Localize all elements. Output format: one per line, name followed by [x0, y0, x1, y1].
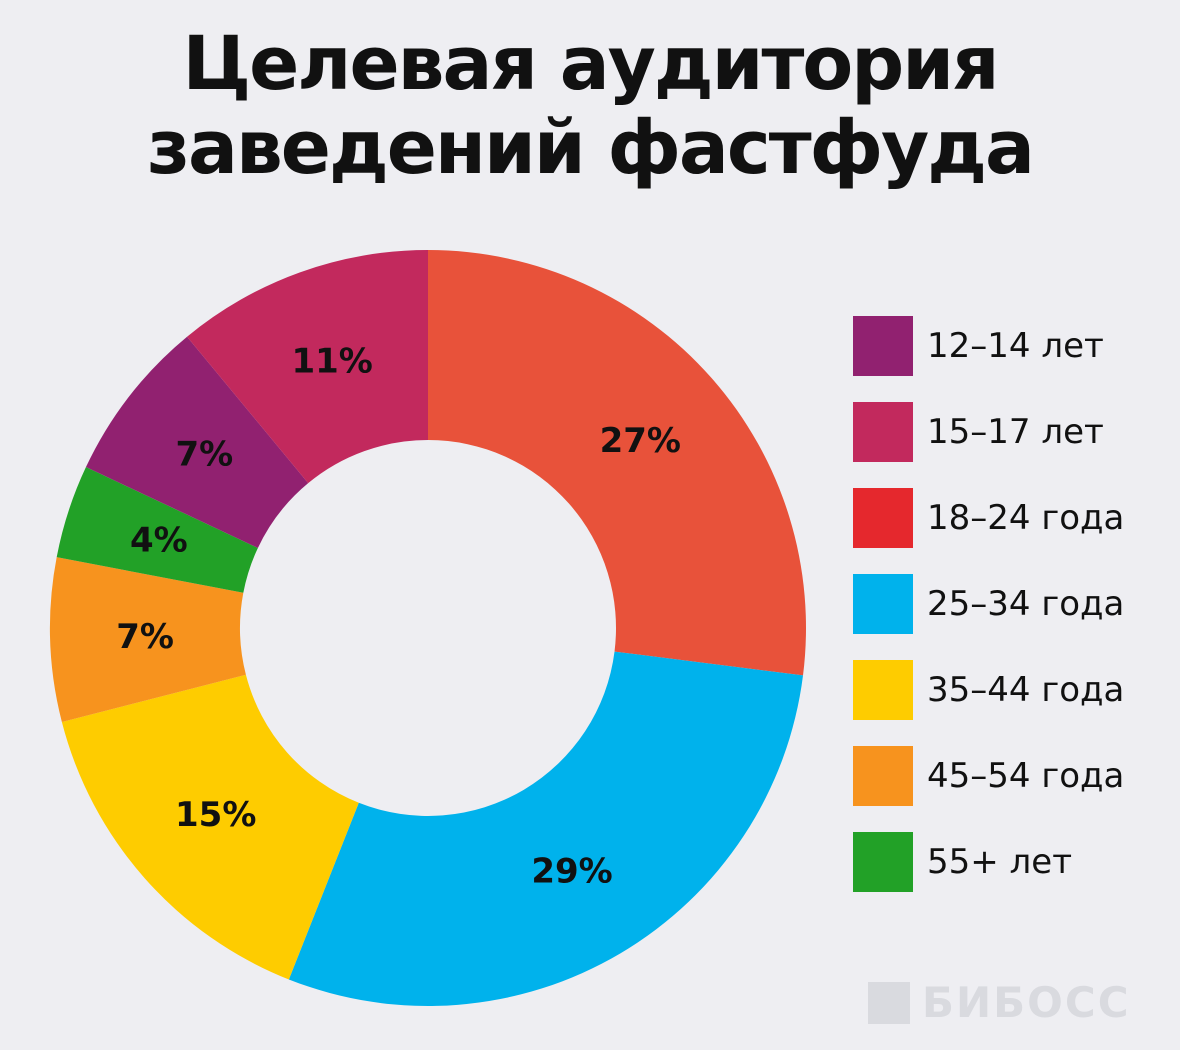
- donut-slice: [61, 674, 359, 980]
- donut-slice: [50, 557, 246, 723]
- watermark-logo-icon: [868, 982, 910, 1024]
- slice-value-label: 7%: [116, 617, 174, 657]
- slice-value-label: 7%: [176, 435, 234, 475]
- legend-item: 12–14 лет: [853, 316, 1124, 402]
- legend-swatch: [853, 488, 913, 548]
- legend-item: 55+ лет: [853, 832, 1124, 918]
- slice-value-label: 4%: [130, 521, 188, 561]
- legend-item: 25–34 года: [853, 574, 1124, 660]
- legend-label: 35–44 года: [927, 670, 1125, 710]
- legend-item: 45–54 года: [853, 746, 1124, 832]
- legend: 12–14 лет 15–17 лет 18–24 года 25–34 года 35…: [853, 316, 1124, 918]
- legend-label: 55+ лет: [927, 842, 1073, 882]
- slice-value-label: 11%: [291, 342, 372, 382]
- donut-slice: [187, 250, 428, 484]
- legend-swatch: [853, 832, 913, 892]
- chart-title-line-2: заведений фастфуда: [147, 105, 1035, 191]
- watermark: БИБОСС: [868, 982, 1131, 1024]
- chart-title-line-1: Целевая аудитория: [182, 21, 999, 107]
- legend-swatch: [853, 746, 913, 806]
- legend-item: 15–17 лет: [853, 402, 1124, 488]
- legend-label: 18–24 года: [927, 498, 1125, 538]
- donut-slice: [288, 651, 804, 1006]
- legend-item: 18–24 года: [853, 488, 1124, 574]
- donut-slices: [50, 250, 806, 1006]
- legend-label: 45–54 года: [927, 756, 1125, 796]
- legend-swatch: [853, 574, 913, 634]
- legend-label: 12–14 лет: [927, 326, 1104, 366]
- slice-value-label: 15%: [175, 795, 256, 835]
- slice-value-label: 29%: [531, 852, 612, 892]
- donut-labels: 27% 29% 15% 7% 4% 7% 11%: [116, 342, 681, 892]
- slice-value-label: 27%: [600, 421, 681, 461]
- legend-item: 35–44 года: [853, 660, 1124, 746]
- legend-swatch: [853, 402, 913, 462]
- legend-swatch: [853, 316, 913, 376]
- legend-label: 25–34 года: [927, 584, 1125, 624]
- donut-slice: [56, 467, 258, 593]
- watermark-text: БИБОСС: [922, 978, 1131, 1027]
- donut-slice: [85, 336, 309, 548]
- chart-title: Целевая аудитория заведений фастфуда: [0, 22, 1180, 190]
- legend-swatch: [853, 660, 913, 720]
- legend-label: 15–17 лет: [927, 412, 1104, 452]
- donut-slice: [428, 250, 806, 676]
